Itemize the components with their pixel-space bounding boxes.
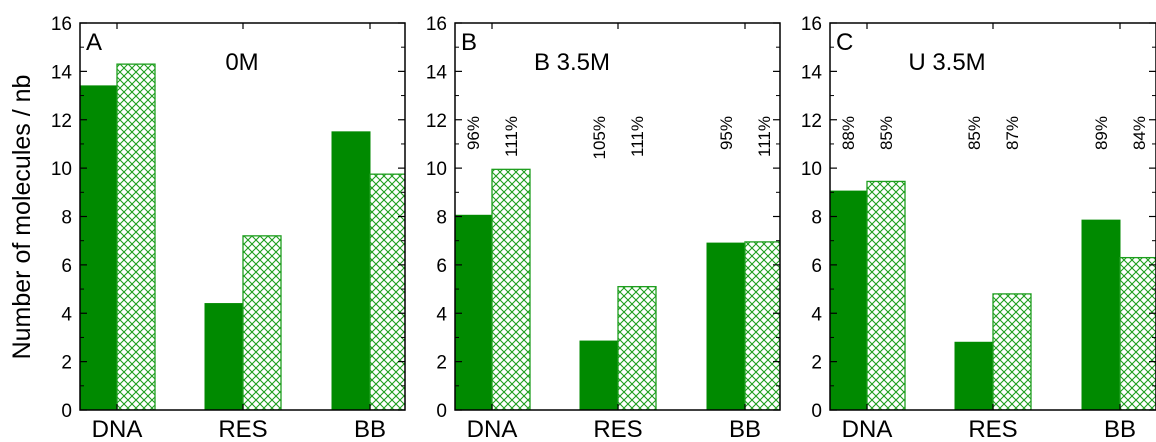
bar-res-hatched xyxy=(242,235,282,410)
panel-letter: C xyxy=(836,29,853,56)
bar-dna-hatched xyxy=(491,168,531,410)
percent-label: 89% xyxy=(1092,116,1111,150)
percent-label: 88% xyxy=(839,116,858,150)
bar-res-solid xyxy=(579,340,619,410)
y-tick-label: 16 xyxy=(51,14,72,35)
panel-letter: A xyxy=(86,29,102,56)
y-tick-label: 14 xyxy=(51,62,73,83)
panels: 0 2 4 6 8 10 12 14 16 DNA RES BB A 0M 0 2 4 6 8 10 12 14 16 DNA… xyxy=(51,14,1156,442)
bars xyxy=(830,180,1156,410)
bar-dna-hatched xyxy=(116,63,156,410)
bar-res-hatched xyxy=(992,293,1032,410)
bar-bb-solid xyxy=(1081,219,1121,410)
y-tick-label: 12 xyxy=(51,111,72,132)
y-tick-label: 12 xyxy=(801,111,822,132)
panel-letter: B xyxy=(461,29,477,56)
category-label-dna: DNA xyxy=(92,416,143,442)
percent-label: 85% xyxy=(877,116,896,150)
y-tick-label: 6 xyxy=(811,256,822,277)
bar-bb-hatched xyxy=(744,241,780,410)
y-tick-label: 8 xyxy=(811,208,822,229)
bar-dna-solid xyxy=(455,214,493,410)
bar-bb-hatched xyxy=(1119,256,1156,410)
panel-c: 0 2 4 6 8 10 12 14 16 DNA RES BB C U 3.5M 88% 85% 85% 87%… xyxy=(801,14,1156,442)
y-tick-label: 6 xyxy=(61,256,72,277)
y-tick-label: 16 xyxy=(426,14,447,35)
percent-label: 87% xyxy=(1003,116,1022,150)
y-tick-label: 2 xyxy=(436,353,447,374)
category-label-bb: BB xyxy=(1104,416,1136,442)
category-label-res: RES xyxy=(593,416,642,442)
category-label-bb: BB xyxy=(729,416,761,442)
category-label-res: RES xyxy=(968,416,1017,442)
y-tick-label: 12 xyxy=(426,111,447,132)
y-tick-label: 10 xyxy=(51,159,72,180)
y-tick-label: 2 xyxy=(61,353,72,374)
bar-bb-hatched xyxy=(369,173,405,410)
bar-res-solid xyxy=(204,303,244,410)
bar-res-hatched xyxy=(617,285,657,410)
panel-title: 0M xyxy=(225,49,258,76)
y-tick-label: 4 xyxy=(811,304,822,325)
y-tick-label: 16 xyxy=(801,14,822,35)
y-tick-label: 0 xyxy=(61,401,72,422)
y-tick-label: 6 xyxy=(436,256,447,277)
percent-label: 96% xyxy=(464,116,483,150)
y-axis-title-group: Number of molecules / nb xyxy=(8,75,36,360)
bar-bb-solid xyxy=(331,131,371,410)
y-tick-label: 10 xyxy=(801,159,822,180)
percent-label: 95% xyxy=(717,116,736,150)
percent-label: 111% xyxy=(502,116,521,157)
panel-a: 0 2 4 6 8 10 12 14 16 DNA RES BB A 0M xyxy=(51,14,406,442)
y-tick-label: 0 xyxy=(436,401,447,422)
y-axis-title: Number of molecules / nb xyxy=(8,75,36,360)
percent-label: 111% xyxy=(628,116,647,157)
y-tick-label: 4 xyxy=(436,304,447,325)
percent-label: 111% xyxy=(755,116,774,157)
y-tick-label: 14 xyxy=(801,62,823,83)
bar-dna-hatched xyxy=(866,180,906,410)
bar-bb-solid xyxy=(706,242,746,410)
y-tick-label: 8 xyxy=(436,208,447,229)
y-tick-label: 14 xyxy=(426,62,448,83)
bars xyxy=(455,168,780,410)
percent-label: 85% xyxy=(965,116,984,150)
y-tick-label: 8 xyxy=(61,208,72,229)
y-tick-label: 10 xyxy=(426,159,447,180)
bar-dna-solid xyxy=(830,190,868,410)
y-tick-label: 4 xyxy=(61,304,72,325)
bars xyxy=(80,63,405,410)
percent-label: 84% xyxy=(1130,116,1149,150)
category-label-dna: DNA xyxy=(842,416,893,442)
y-tick-label: 2 xyxy=(811,353,822,374)
panel-title: B 3.5M xyxy=(534,49,610,76)
bar-dna-solid xyxy=(80,85,118,410)
category-label-res: RES xyxy=(218,416,267,442)
category-label-dna: DNA xyxy=(467,416,518,442)
category-label-bb: BB xyxy=(354,416,386,442)
y-tick-label: 0 xyxy=(811,401,822,422)
bar-res-solid xyxy=(954,341,994,410)
percent-label: 105% xyxy=(590,116,609,159)
panel-title: U 3.5M xyxy=(908,49,985,76)
